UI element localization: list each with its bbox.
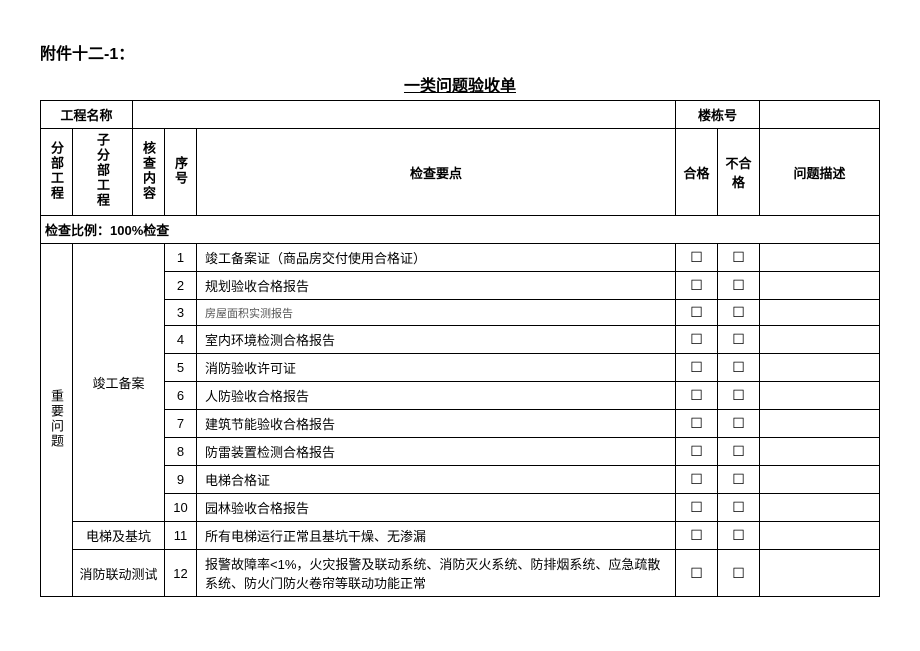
table-row: 10 园林验收合格报告 ☐ ☐ — [41, 494, 880, 522]
row-seq: 4 — [165, 326, 197, 354]
desc-cell[interactable] — [760, 522, 880, 550]
pass-checkbox[interactable]: ☐ — [675, 410, 717, 438]
project-info-row: 工程名称 楼栋号 — [41, 101, 880, 129]
row-seq: 10 — [165, 494, 197, 522]
seq-header: 序号 — [165, 129, 197, 216]
table-row: 2 规划验收合格报告 ☐ ☐ — [41, 272, 880, 300]
row-checkpoint: 园林验收合格报告 — [197, 494, 676, 522]
desc-cell[interactable] — [760, 466, 880, 494]
fail-checkbox[interactable]: ☐ — [717, 494, 759, 522]
table-row: 重要问题 竣工备案 1 竣工备案证（商品房交付使用合格证） ☐ ☐ — [41, 244, 880, 272]
desc-cell[interactable] — [760, 438, 880, 466]
pass-checkbox[interactable]: ☐ — [675, 272, 717, 300]
row-checkpoint: 消防验收许可证 — [197, 354, 676, 382]
fail-checkbox[interactable]: ☐ — [717, 522, 759, 550]
desc-cell[interactable] — [760, 244, 880, 272]
pass-header: 合格 — [675, 129, 717, 216]
group-label: 消防联动测试 — [73, 550, 165, 597]
desc-cell[interactable] — [760, 300, 880, 326]
table-row: 9 电梯合格证 ☐ ☐ — [41, 466, 880, 494]
row-checkpoint: 规划验收合格报告 — [197, 272, 676, 300]
attachment-label: 附件十二-1： — [40, 40, 880, 64]
row-checkpoint: 所有电梯运行正常且基坑干燥、无渗漏 — [197, 522, 676, 550]
desc-cell[interactable] — [760, 410, 880, 438]
row-checkpoint: 人防验收合格报告 — [197, 382, 676, 410]
row-seq: 6 — [165, 382, 197, 410]
building-no-value[interactable] — [760, 101, 880, 129]
pass-checkbox[interactable]: ☐ — [675, 382, 717, 410]
row-seq: 8 — [165, 438, 197, 466]
table-row: 8 防雷装置检测合格报告 ☐ ☐ — [41, 438, 880, 466]
row-seq: 12 — [165, 550, 197, 597]
row-seq: 1 — [165, 244, 197, 272]
fail-checkbox[interactable]: ☐ — [717, 438, 759, 466]
table-row: 3 房屋面积实测报告 ☐ ☐ — [41, 300, 880, 326]
table-row: 电梯及基坑 11 所有电梯运行正常且基坑干燥、无渗漏 ☐ ☐ — [41, 522, 880, 550]
row-seq: 5 — [165, 354, 197, 382]
fail-checkbox[interactable]: ☐ — [717, 354, 759, 382]
desc-cell[interactable] — [760, 382, 880, 410]
acceptance-table: 工程名称 楼栋号 分部工程 子分部工程 核查内容 序号 检查要点 合格 不合格 … — [40, 100, 880, 597]
fail-checkbox[interactable]: ☐ — [717, 382, 759, 410]
row-checkpoint: 电梯合格证 — [197, 466, 676, 494]
desc-cell[interactable] — [760, 494, 880, 522]
project-name-value[interactable] — [133, 101, 676, 129]
row-seq: 3 — [165, 300, 197, 326]
table-row: 消防联动测试 12 报警故障率<1%，火灾报警及联动系统、消防灭火系统、防排烟系… — [41, 550, 880, 597]
category-label: 重要问题 — [41, 244, 73, 597]
group-label: 竣工备案 — [73, 244, 165, 522]
desc-cell[interactable] — [760, 550, 880, 597]
row-checkpoint: 室内环境检测合格报告 — [197, 326, 676, 354]
pass-checkbox[interactable]: ☐ — [675, 244, 717, 272]
fail-checkbox[interactable]: ☐ — [717, 272, 759, 300]
desc-cell[interactable] — [760, 354, 880, 382]
pass-checkbox[interactable]: ☐ — [675, 550, 717, 597]
fail-checkbox[interactable]: ☐ — [717, 244, 759, 272]
check-ratio-text: 检查比例：100%检查 — [41, 216, 880, 244]
desc-header: 问题描述 — [760, 129, 880, 216]
pass-checkbox[interactable]: ☐ — [675, 300, 717, 326]
row-seq: 9 — [165, 466, 197, 494]
fail-checkbox[interactable]: ☐ — [717, 410, 759, 438]
review-content-header: 核查内容 — [133, 129, 165, 216]
subsection-header: 子分部工程 — [73, 129, 133, 216]
building-no-label: 楼栋号 — [675, 101, 759, 129]
fail-checkbox[interactable]: ☐ — [717, 550, 759, 597]
row-checkpoint: 报警故障率<1%，火灾报警及联动系统、消防灭火系统、防排烟系统、应急疏散系统、防… — [197, 550, 676, 597]
checkpoint-header: 检查要点 — [197, 129, 676, 216]
table-row: 6 人防验收合格报告 ☐ ☐ — [41, 382, 880, 410]
pass-checkbox[interactable]: ☐ — [675, 522, 717, 550]
pass-checkbox[interactable]: ☐ — [675, 326, 717, 354]
pass-checkbox[interactable]: ☐ — [675, 438, 717, 466]
row-checkpoint: 竣工备案证（商品房交付使用合格证） — [197, 244, 676, 272]
table-row: 7 建筑节能验收合格报告 ☐ ☐ — [41, 410, 880, 438]
project-name-label: 工程名称 — [41, 101, 133, 129]
group-label: 电梯及基坑 — [73, 522, 165, 550]
fail-checkbox[interactable]: ☐ — [717, 300, 759, 326]
table-row: 5 消防验收许可证 ☐ ☐ — [41, 354, 880, 382]
section-header: 分部工程 — [41, 129, 73, 216]
table-row: 4 室内环境检测合格报告 ☐ ☐ — [41, 326, 880, 354]
pass-checkbox[interactable]: ☐ — [675, 466, 717, 494]
desc-cell[interactable] — [760, 272, 880, 300]
row-seq: 11 — [165, 522, 197, 550]
fail-checkbox[interactable]: ☐ — [717, 326, 759, 354]
row-seq: 2 — [165, 272, 197, 300]
document-container: 附件十二-1： 一类问题验收单 工程名称 楼栋号 分部工程 子分部工程 核查内容… — [40, 40, 880, 597]
desc-cell[interactable] — [760, 326, 880, 354]
fail-checkbox[interactable]: ☐ — [717, 466, 759, 494]
row-checkpoint: 防雷装置检测合格报告 — [197, 438, 676, 466]
column-header-row: 分部工程 子分部工程 核查内容 序号 检查要点 合格 不合格 问题描述 — [41, 129, 880, 216]
row-checkpoint: 房屋面积实测报告 — [197, 300, 676, 326]
pass-checkbox[interactable]: ☐ — [675, 494, 717, 522]
main-title: 一类问题验收单 — [40, 72, 880, 96]
pass-checkbox[interactable]: ☐ — [675, 354, 717, 382]
fail-header: 不合格 — [717, 129, 759, 216]
check-ratio-row: 检查比例：100%检查 — [41, 216, 880, 244]
row-seq: 7 — [165, 410, 197, 438]
row-checkpoint: 建筑节能验收合格报告 — [197, 410, 676, 438]
